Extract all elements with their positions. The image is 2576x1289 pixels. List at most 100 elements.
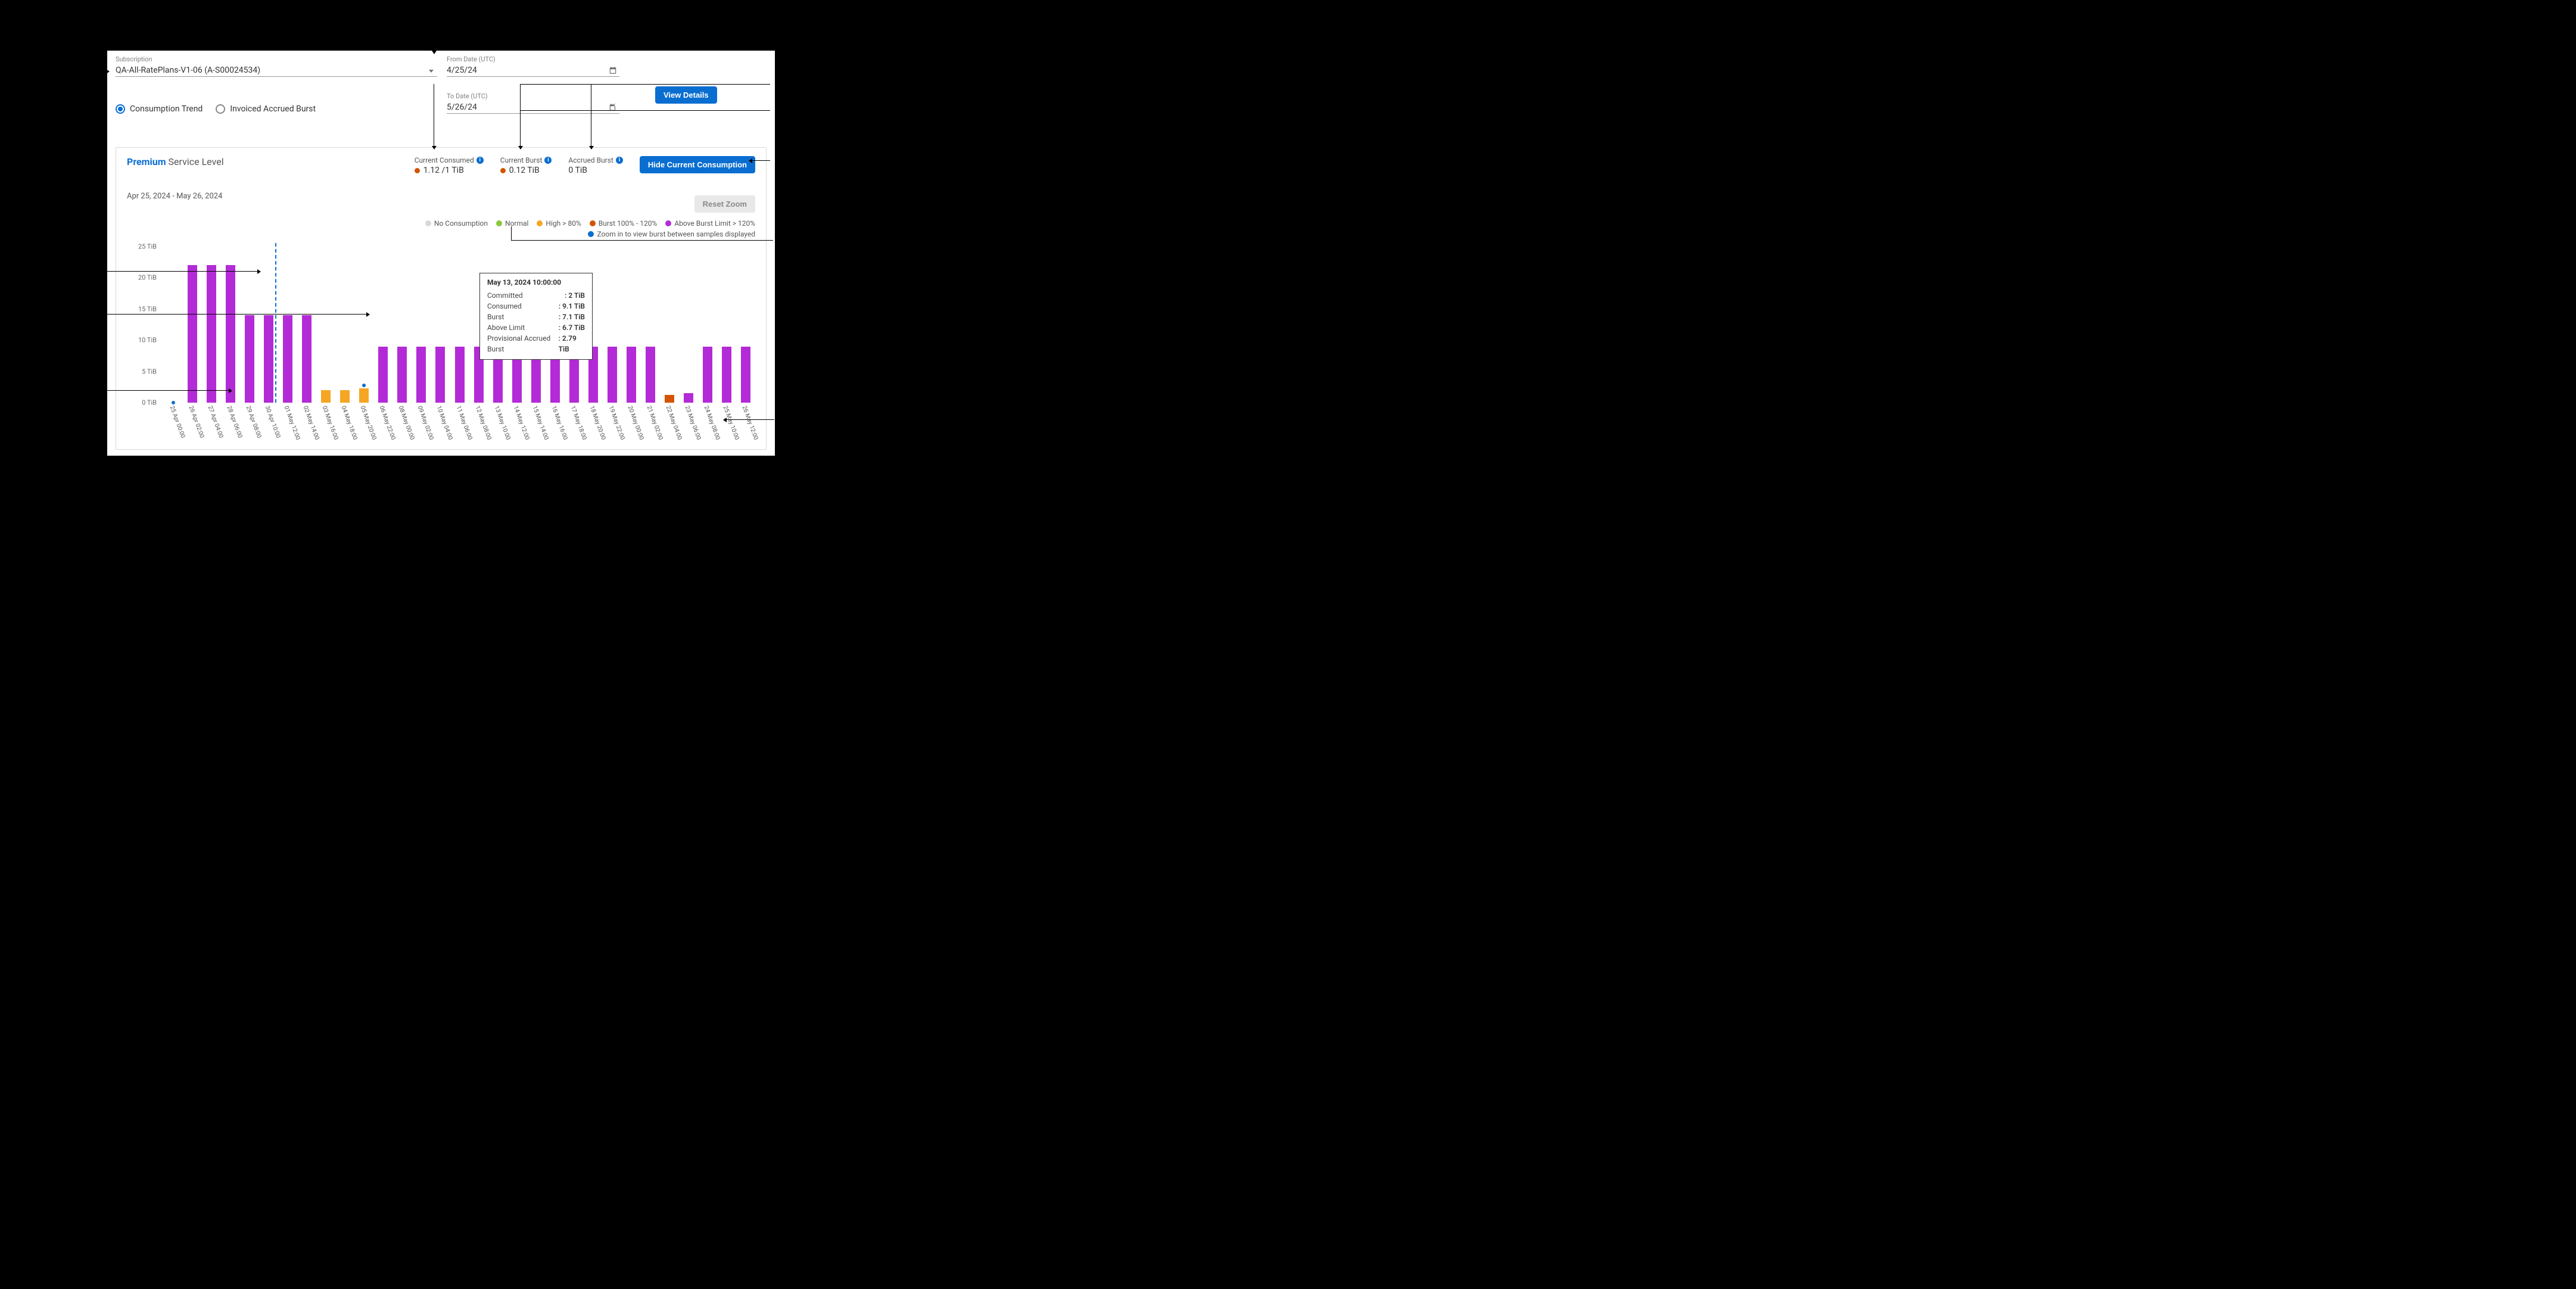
legend-burst[interactable]: Burst 100% - 120% <box>590 219 658 228</box>
metric-burst-value: 0.12 TiB <box>509 166 540 175</box>
calendar-icon[interactable] <box>609 66 617 74</box>
metric-burst-label: Current Burst <box>500 156 543 164</box>
subscription-label: Subscription <box>116 55 437 63</box>
to-date-field[interactable]: To Date (UTC) 5/26/24 <box>447 92 619 114</box>
x-tick: 02 May 14:00 <box>302 405 320 441</box>
metric-consumed-label: Current Consumed <box>415 156 474 164</box>
chart-bar[interactable] <box>684 393 693 403</box>
y-tick: 0 TiB <box>130 399 161 407</box>
legend-no-consumption[interactable]: No Consumption <box>425 219 488 228</box>
legend-normal[interactable]: Normal <box>496 219 528 228</box>
radio-consumption-label: Consumption Trend <box>130 104 203 114</box>
chart-legend: No Consumption Normal High > 80% Burst 1… <box>425 219 755 241</box>
chart-bar[interactable] <box>378 347 388 403</box>
tooltip-rows: Committed: 2 TiBConsumed: 9.1 TiBBurst: … <box>487 290 585 354</box>
to-date-label: To Date (UTC) <box>447 92 619 100</box>
x-tick: 28 Apr 06:00 <box>226 405 244 439</box>
subscription-field[interactable]: Subscription QA-All-RatePlans-V1-06 (A-S… <box>116 55 437 77</box>
consumption-chart[interactable]: 0 TiB5 TiB10 TiB15 TiB20 TiB25 TiB 25 Ap… <box>130 247 755 442</box>
x-tick: 04 May 18:00 <box>340 405 359 441</box>
x-tick: 21 May 02:00 <box>645 405 664 441</box>
view-mode-radios: Consumption Trend Invoiced Accrued Burst <box>116 104 316 114</box>
chart-card: Premium Service Level Current Consumed i… <box>116 147 767 450</box>
tooltip-title: May 13, 2024 10:00:00 <box>487 278 585 287</box>
chart-plot[interactable] <box>164 247 755 403</box>
metric-accrued-value: 0 TiB <box>568 166 587 175</box>
chart-bar[interactable] <box>321 390 331 403</box>
x-tick: 25 May 10:00 <box>722 405 740 441</box>
y-axis: 0 TiB5 TiB10 TiB15 TiB20 TiB25 TiB <box>130 247 161 403</box>
chart-bar[interactable] <box>283 315 292 403</box>
chart-bar[interactable] <box>665 395 674 403</box>
chart-bar[interactable] <box>722 347 731 403</box>
x-tick: 24 May 08:00 <box>703 405 721 441</box>
chart-bar[interactable] <box>397 347 407 403</box>
radio-consumption-trend[interactable]: Consumption Trend <box>116 104 203 114</box>
x-tick: 18 May 20:00 <box>588 405 606 441</box>
hide-consumption-button[interactable]: Hide Current Consumption <box>640 156 755 173</box>
tooltip-row: Provisional Accrued Burst: 2.79 TiB <box>487 333 585 354</box>
chart-bar[interactable] <box>646 347 655 403</box>
service-level-title: Premium Service Level <box>127 156 224 167</box>
chart-bar[interactable] <box>435 347 445 403</box>
metric-accrued-label: Accrued Burst <box>568 156 613 164</box>
info-icon[interactable]: i <box>616 157 623 164</box>
chart-bar[interactable] <box>359 388 369 403</box>
tooltip-row: Above Limit: 6.7 TiB <box>487 322 585 333</box>
status-dot <box>500 168 506 173</box>
info-icon[interactable]: i <box>544 157 552 164</box>
info-icon[interactable]: i <box>476 157 484 164</box>
radio-invoiced-accrued[interactable]: Invoiced Accrued Burst <box>216 104 316 114</box>
x-tick: 10 May 04:00 <box>435 405 454 441</box>
chart-bar[interactable] <box>340 390 350 403</box>
metric-accrued-burst: Accrued Burst i 0 TiB <box>568 156 622 175</box>
x-tick: 14 May 12:00 <box>512 405 530 441</box>
chart-bar[interactable] <box>245 315 254 403</box>
subscription-value: QA-All-RatePlans-V1-06 (A-S00024534) <box>116 63 437 76</box>
status-dot <box>415 168 420 173</box>
from-date-label: From Date (UTC) <box>447 55 619 63</box>
calendar-icon[interactable] <box>609 102 617 111</box>
chart-zoom-dot <box>362 384 366 387</box>
y-tick: 25 TiB <box>130 243 161 251</box>
y-tick: 10 TiB <box>130 337 161 344</box>
reset-zoom-button[interactable]: Reset Zoom <box>694 195 755 213</box>
metric-current-burst: Current Burst i 0.12 TiB <box>500 156 552 175</box>
chart-bar[interactable] <box>569 353 579 403</box>
x-tick: 06 May 22:00 <box>378 405 397 441</box>
chart-bar[interactable] <box>188 265 197 403</box>
x-tick: 19 May 22:00 <box>607 405 625 441</box>
x-axis: 25 Apr 00:0026 Apr 02:0027 Apr 04:0028 A… <box>164 405 755 441</box>
chart-bar[interactable] <box>627 347 636 403</box>
chart-bar[interactable] <box>302 315 312 403</box>
legend-zoom-hint: Zoom in to view burst between samples di… <box>588 230 755 238</box>
x-tick: 11 May 06:00 <box>454 405 473 441</box>
chart-bar[interactable] <box>207 265 216 403</box>
x-tick: 27 Apr 04:00 <box>207 405 225 439</box>
x-tick: 26 Apr 02:00 <box>188 405 205 439</box>
from-date-field[interactable]: From Date (UTC) 4/25/24 <box>447 55 619 77</box>
dashboard-panel: Subscription QA-All-RatePlans-V1-06 (A-S… <box>107 51 775 456</box>
legend-high[interactable]: High > 80% <box>537 219 581 228</box>
x-tick: 12 May 08:00 <box>474 405 492 441</box>
chart-bar[interactable] <box>455 347 465 403</box>
chart-bar[interactable] <box>703 347 712 403</box>
radio-invoiced-label: Invoiced Accrued Burst <box>230 104 316 114</box>
tooltip-row: Committed: 2 TiB <box>487 290 585 301</box>
chart-bar[interactable] <box>226 265 235 403</box>
from-date-value: 4/25/24 <box>447 63 619 76</box>
x-tick: 05 May 20:00 <box>359 405 378 441</box>
x-tick: 17 May 18:00 <box>569 405 587 441</box>
chart-bar[interactable] <box>608 347 617 403</box>
x-tick: 30 Apr 10:00 <box>264 405 282 439</box>
chart-bar[interactable] <box>416 347 426 403</box>
x-tick: 29 Apr 08:00 <box>245 405 263 439</box>
x-tick: 26 May 12:00 <box>741 405 759 441</box>
legend-above[interactable]: Above Burst Limit > 120% <box>665 219 755 228</box>
x-tick: 20 May 00:00 <box>626 405 644 441</box>
chevron-down-icon[interactable] <box>429 70 434 73</box>
chart-bar[interactable] <box>264 315 273 403</box>
chart-bar[interactable] <box>741 347 750 403</box>
view-details-button[interactable]: View Details <box>655 86 717 104</box>
service-level-premium: Premium <box>127 156 166 167</box>
